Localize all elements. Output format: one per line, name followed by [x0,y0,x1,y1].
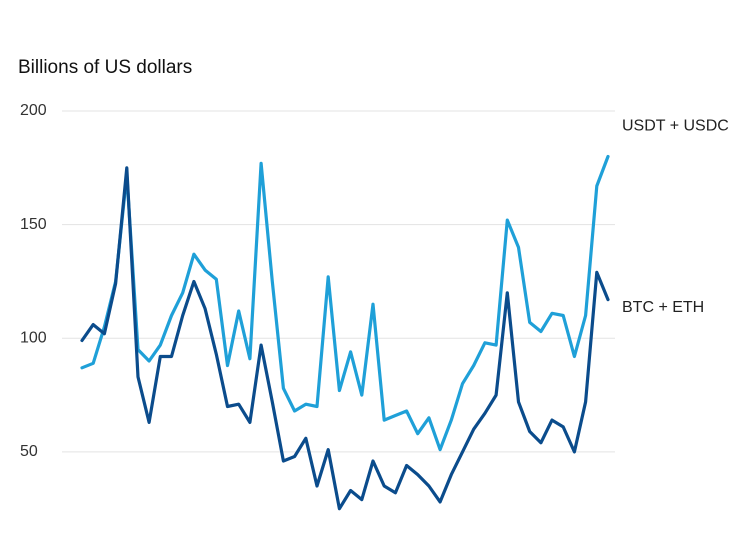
y-axis-title: Billions of US dollars [18,57,192,78]
series-line [80,166,610,511]
y-tick-label: 100 [20,329,47,346]
series-label: BTC + ETH [622,299,704,316]
series-label: USDT + USDC [622,118,729,135]
series-line [80,154,610,452]
y-tick-label: 50 [20,443,38,460]
y-tick-label: 150 [20,216,47,233]
y-tick-label: 200 [20,102,47,119]
